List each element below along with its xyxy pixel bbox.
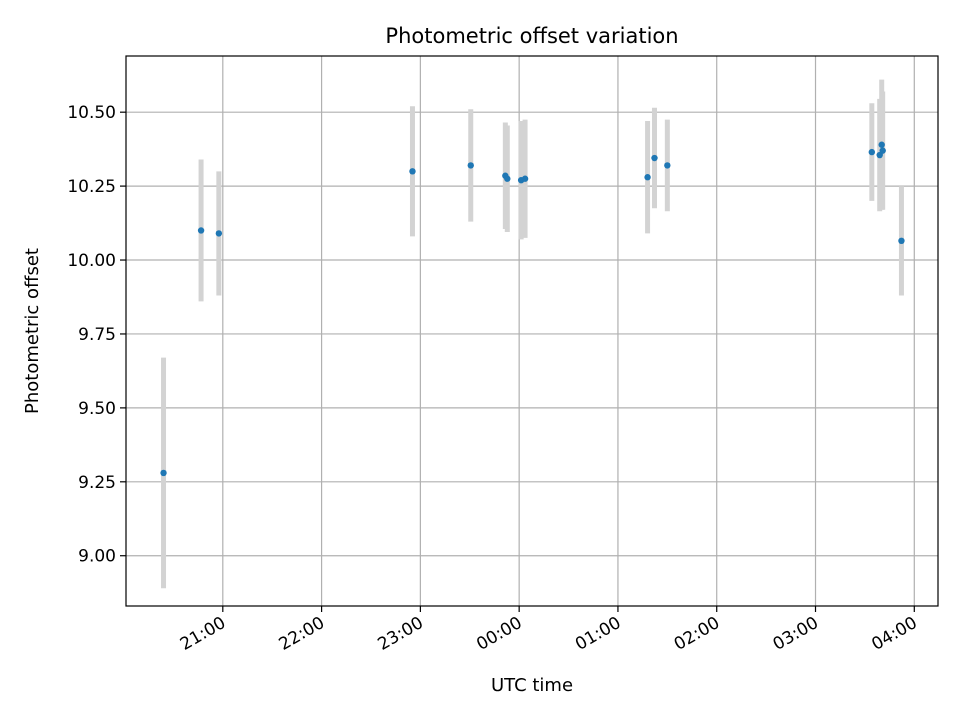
y-tick-label: 9.00 [78, 547, 116, 567]
data-point [521, 175, 529, 182]
data-point [467, 162, 474, 169]
data-points [160, 141, 905, 477]
y-tick-label: 10.00 [67, 251, 116, 271]
x-axis-label: UTC time [491, 675, 573, 696]
y-axis-label: Photometric offset [22, 248, 43, 414]
data-point [879, 147, 886, 154]
data-point [878, 141, 885, 148]
grid [126, 56, 938, 606]
data-point [215, 230, 223, 237]
data-point [504, 175, 511, 182]
data-point [197, 227, 205, 234]
data-point [664, 162, 671, 169]
y-tick-label: 9.25 [78, 473, 116, 493]
y-tick-label: 10.25 [67, 177, 116, 197]
plot-area-frame [125, 55, 939, 607]
data-point [409, 168, 416, 175]
y-tick-label: 10.50 [67, 103, 116, 123]
data-point [160, 469, 167, 477]
data-point [898, 237, 905, 245]
chart-title: Photometric offset variation [385, 24, 678, 48]
data-point [868, 148, 876, 156]
y-tick-label: 9.75 [78, 325, 116, 345]
data-point [651, 154, 658, 162]
data-point [644, 174, 651, 181]
y-tick-label: 9.50 [78, 399, 116, 419]
